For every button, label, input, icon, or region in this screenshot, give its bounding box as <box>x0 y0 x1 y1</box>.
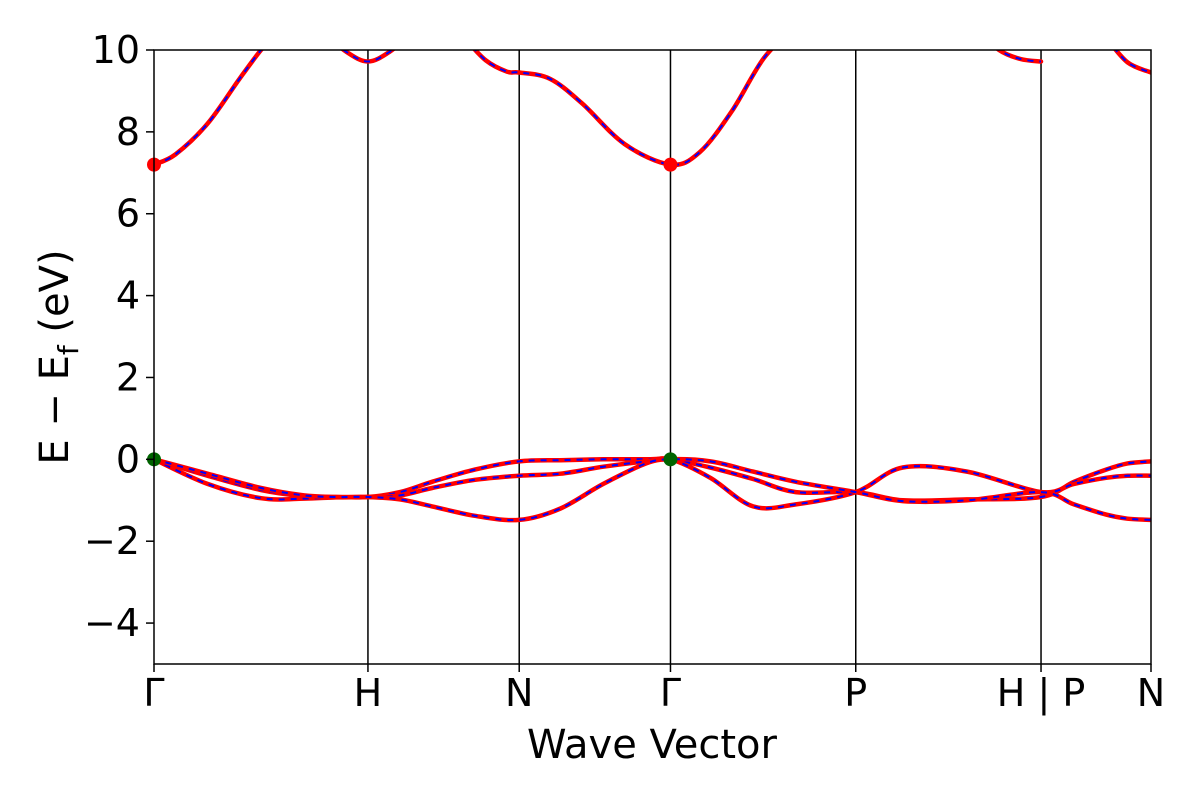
y-axis-ticks: −4 −2 0 2 4 6 8 10 <box>84 28 154 645</box>
band-edge-marker <box>663 452 678 467</box>
band-line <box>472 50 774 168</box>
y-axis-label-main: E − E <box>32 355 78 465</box>
band-edge-marker <box>663 157 678 172</box>
y-tick-label: −4 <box>84 601 140 645</box>
band-line <box>154 50 264 167</box>
x-tick-label: H | P <box>997 671 1085 716</box>
x-tick-label: Γ <box>660 671 681 715</box>
x-tick-label: H <box>354 671 383 715</box>
y-tick-label: 0 <box>116 437 140 481</box>
x-axis-label: Wave Vector <box>527 722 778 768</box>
band-edge-markers <box>147 157 678 467</box>
band-line <box>995 50 1044 64</box>
plot-frame <box>153 49 1152 665</box>
band-line-overlay <box>154 458 1151 522</box>
band-line-overlay <box>154 457 1151 502</box>
y-tick-label: 6 <box>116 192 140 236</box>
band-curves <box>154 50 1151 523</box>
y-tick-label: 4 <box>116 274 140 318</box>
y-tick-label: 2 <box>116 355 140 399</box>
band-line <box>1112 50 1151 75</box>
x-tick-label: N <box>505 671 533 715</box>
band-line-overlay <box>154 50 263 166</box>
y-axis-label-subscript: f <box>52 344 85 355</box>
y-axis-label: E − Ef (eV) <box>32 249 85 464</box>
band-line-overlay <box>1114 50 1151 74</box>
band-line-overlay <box>342 50 394 63</box>
x-axis-ticks: Γ H N Γ P H | P N <box>143 664 1165 716</box>
kpoint-gridlines <box>367 50 1042 664</box>
y-tick-label: 8 <box>116 110 140 154</box>
band-line-overlay <box>473 50 772 166</box>
x-tick-label: N <box>1137 671 1165 715</box>
band-line <box>154 456 1151 523</box>
band-line-overlay <box>997 50 1042 63</box>
x-tick-label: P <box>844 671 867 715</box>
y-tick-label: −2 <box>84 519 140 563</box>
y-axis-label-unit: (eV) <box>32 249 78 345</box>
y-tick-label: 10 <box>92 28 140 72</box>
x-tick-label: Γ <box>143 671 164 715</box>
